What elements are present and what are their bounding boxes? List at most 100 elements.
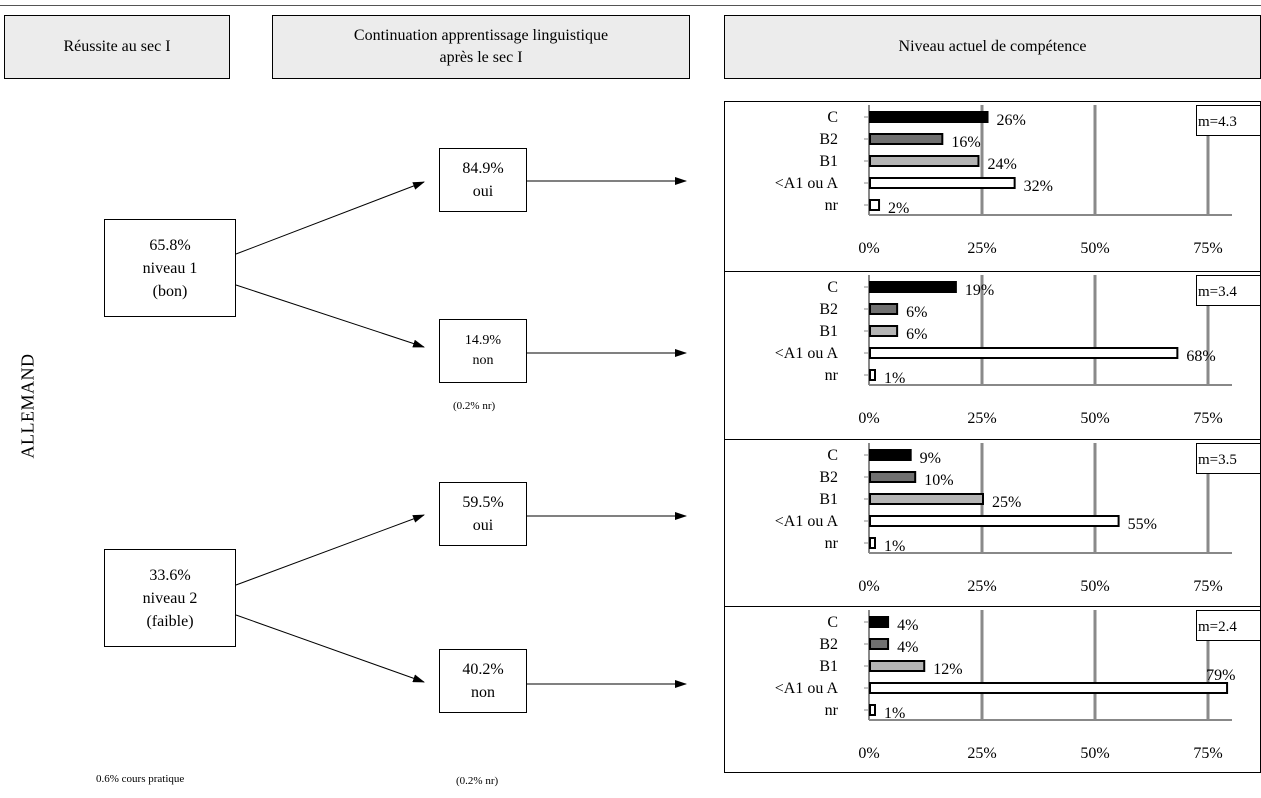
nr-note-1: (0.2% nr): [453, 400, 496, 412]
value-label: 55%: [1128, 516, 1157, 533]
continuation-label: oui: [472, 517, 494, 534]
category-label: <A1 ou A: [775, 175, 839, 192]
bar: [869, 347, 1179, 359]
value-label: 6%: [906, 326, 927, 343]
x-tick-label: 0%: [858, 240, 879, 257]
level2-name: niveau 2: [142, 589, 198, 607]
category-label: C: [827, 614, 838, 631]
category-label: nr: [825, 702, 839, 719]
bar: [869, 177, 1016, 189]
mean-label: m=2.4: [1198, 619, 1237, 635]
x-tick-label: 75%: [1193, 410, 1222, 427]
arrow-level2-to-oui: [235, 514, 425, 586]
x-tick-label: 25%: [967, 410, 996, 427]
mean-box: [1196, 610, 1261, 641]
category-label: <A1 ou A: [775, 680, 839, 697]
category-label: C: [827, 279, 838, 296]
continuation-pct: 40.2%: [462, 661, 504, 678]
continuation-pct: 84.9%: [462, 160, 504, 177]
value-label: 1%: [884, 705, 905, 722]
bar: [869, 369, 876, 381]
bar: [869, 111, 989, 123]
bar: [869, 471, 917, 483]
level1-pct: 65.8%: [149, 236, 191, 254]
continuation-pct: 14.9%: [464, 333, 502, 348]
continuation-label: non: [471, 684, 495, 701]
level2-box: 33.6% niveau 2 (faible): [104, 549, 236, 647]
mean-box: [1196, 275, 1261, 306]
x-tick-label: 0%: [858, 745, 879, 762]
category-label: B2: [819, 301, 838, 318]
level2-pct: 33.6%: [149, 566, 191, 584]
continuation-box-4: 40.2% non: [439, 649, 527, 713]
bar: [869, 303, 899, 315]
x-tick-label: 25%: [967, 578, 996, 595]
nr-note-2: (0.2% nr): [456, 775, 499, 787]
category-label: nr: [825, 197, 839, 214]
level1-box: 65.8% niveau 1 (bon): [104, 219, 236, 317]
header-competence-label: Niveau actuel de compétence: [898, 38, 1087, 55]
category-label: B1: [819, 491, 838, 508]
x-tick-label: 25%: [967, 240, 996, 257]
category-label: <A1 ou A: [775, 513, 839, 530]
value-label: 4%: [897, 617, 918, 634]
bar: [869, 155, 980, 167]
continuation-box-3: 59.5% oui: [439, 482, 527, 546]
bar: [869, 704, 876, 716]
x-tick-label: 0%: [858, 578, 879, 595]
level2-desc: (faible): [146, 612, 194, 630]
bar: [869, 638, 890, 650]
value-label: 6%: [906, 304, 927, 321]
header-competence: Niveau actuel de compétence: [724, 15, 1261, 79]
x-tick-label: 50%: [1080, 240, 1109, 257]
value-label: 24%: [987, 156, 1016, 173]
value-label: 2%: [888, 200, 909, 217]
value-label: 79%: [1206, 667, 1235, 684]
bar: [869, 493, 984, 505]
mean-box: [1196, 105, 1261, 136]
category-label: nr: [825, 535, 839, 552]
level1-name: niveau 1: [142, 259, 198, 277]
category-label: B2: [819, 131, 838, 148]
bar: [869, 281, 957, 293]
category-label: B2: [819, 636, 838, 653]
header-continuation: Continuation apprentissage linguistique …: [272, 15, 690, 79]
mean-label: m=3.4: [1198, 284, 1237, 300]
continuation-label: non: [472, 353, 494, 368]
continuation-label: oui: [472, 183, 494, 200]
bar: [869, 199, 881, 211]
x-tick-label: 75%: [1193, 745, 1222, 762]
level1-desc: (bon): [152, 282, 188, 300]
value-label: 26%: [997, 112, 1026, 129]
x-tick-label: 75%: [1193, 240, 1222, 257]
category-label: <A1 ou A: [775, 345, 839, 362]
continuation-box-2: 14.9% non: [439, 319, 527, 383]
bar: [869, 616, 890, 628]
value-label: 9%: [920, 450, 941, 467]
category-label: B1: [819, 658, 838, 675]
arrow-level1-to-oui: [235, 181, 425, 255]
category-label: C: [827, 447, 838, 464]
bar: [869, 133, 944, 145]
bar: [869, 515, 1120, 527]
bar: [869, 325, 899, 337]
value-label: 25%: [992, 494, 1021, 511]
arrow-level1-to-non: [235, 284, 425, 348]
category-label: B1: [819, 153, 838, 170]
category-label: C: [827, 109, 838, 126]
x-tick-label: 50%: [1080, 578, 1109, 595]
bar: [869, 660, 926, 672]
x-tick-label: 50%: [1080, 410, 1109, 427]
arrow-level2-to-non: [235, 614, 425, 683]
bar: [869, 682, 1229, 694]
x-tick-label: 75%: [1193, 578, 1222, 595]
header-continuation-line1: Continuation apprentissage linguistique: [353, 27, 609, 44]
bar: [869, 537, 876, 549]
value-label: 68%: [1186, 348, 1215, 365]
bar: [869, 449, 912, 461]
value-label: 16%: [951, 134, 980, 151]
header-continuation-line2: après le sec I: [439, 49, 523, 66]
value-label: 10%: [924, 472, 953, 489]
x-tick-label: 0%: [858, 410, 879, 427]
